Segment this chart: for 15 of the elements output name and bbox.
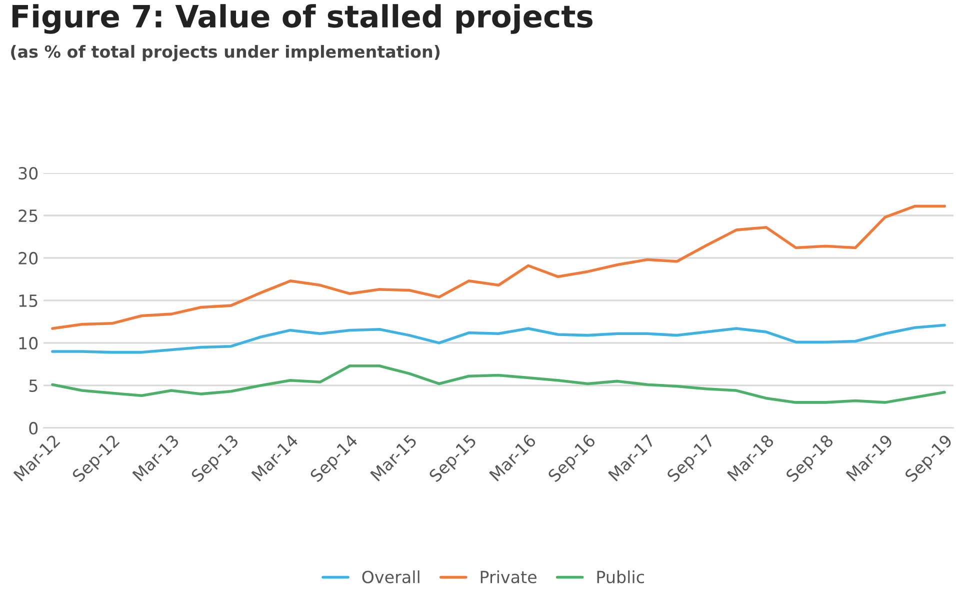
line-series [51,204,946,330]
y-tick-label: 25 [18,209,38,222]
y-tick-label: 10 [19,336,38,350]
y-tick-label: 15 [19,294,38,308]
chart-title: Figure 7: Value of stalled projects [12,4,592,34]
line-series [51,364,946,404]
y-tick-label: 0 [29,422,38,435]
legend-label: Public [597,570,644,584]
line-series [51,324,946,354]
y-tick-label: 5 [29,380,38,392]
chart-subtitle: (as % of total projects under implementation) [11,45,440,62]
legend-label: Private [480,570,536,584]
y-tick-label: 30 [18,166,38,180]
y-tick-label: 20 [18,252,38,265]
legend-label: Overall [362,570,420,584]
